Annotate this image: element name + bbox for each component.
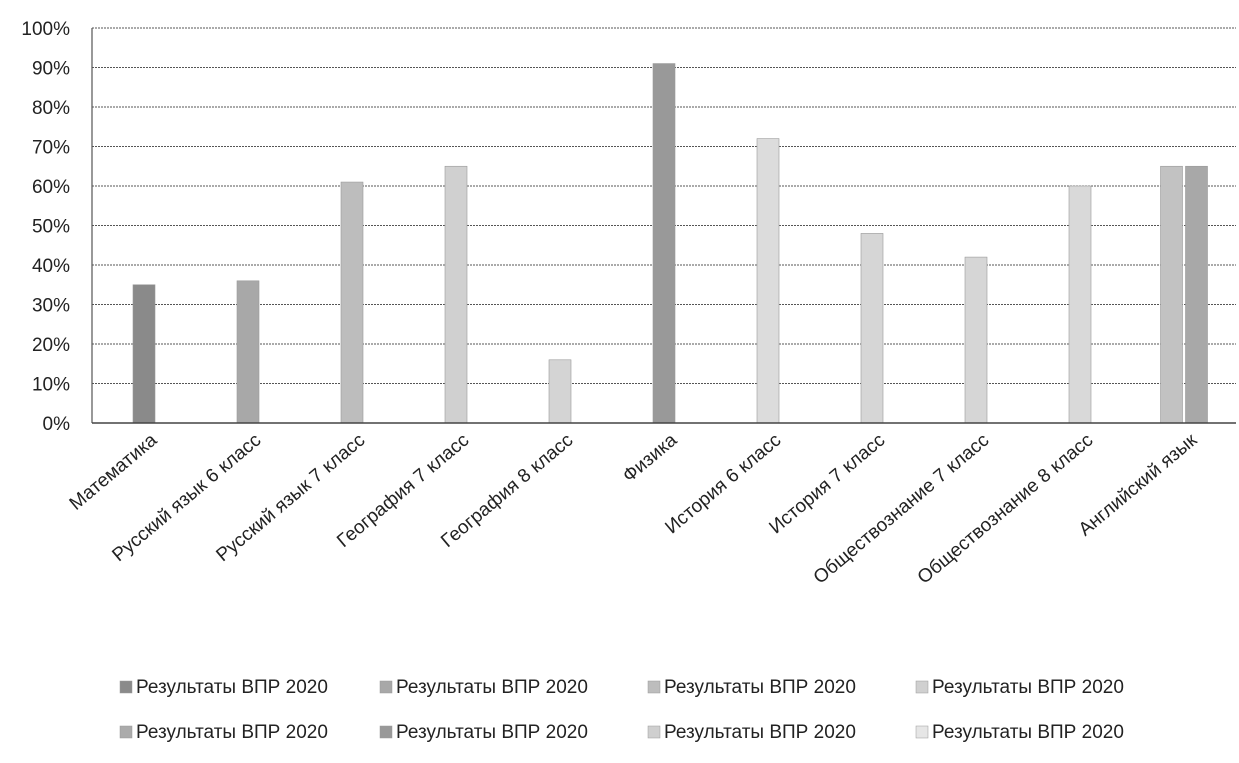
legend-label: Результаты ВПР 2020	[664, 677, 856, 698]
legend-swatch	[915, 725, 929, 739]
y-tick-label: 50%	[32, 217, 70, 238]
bar	[1185, 165, 1208, 424]
legend-label: Результаты ВПР 2020	[932, 677, 1124, 698]
bar	[1068, 185, 1092, 424]
legend-swatch	[119, 725, 133, 739]
bar	[1160, 165, 1183, 424]
y-tick-label: 80%	[32, 98, 70, 119]
y-tick-label: 30%	[32, 296, 70, 317]
y-tick-label: 90%	[32, 59, 70, 80]
legend-swatch	[915, 680, 929, 694]
legend-label: Результаты ВПР 2020	[396, 722, 588, 743]
legend-label: Результаты ВПР 2020	[136, 677, 328, 698]
y-tick-label: 10%	[32, 375, 70, 396]
legend-swatch	[119, 680, 133, 694]
bar	[652, 63, 676, 424]
bar	[964, 256, 988, 424]
legend-swatch	[647, 680, 661, 694]
x-category-label: Обществознание 7 класс	[810, 430, 993, 589]
bar	[444, 165, 468, 424]
x-category-label: Математика	[66, 429, 162, 514]
legend-label: Результаты ВПР 2020	[932, 722, 1124, 743]
y-tick-label: 0%	[43, 414, 71, 435]
bar	[756, 138, 780, 424]
y-tick-label: 70%	[32, 138, 70, 159]
legend-label: Результаты ВПР 2020	[396, 677, 588, 698]
y-tick-label: 100%	[21, 19, 70, 40]
x-category-label: Обществознание 8 класс	[914, 430, 1097, 589]
legend-label: Результаты ВПР 2020	[136, 722, 328, 743]
legend-swatch	[647, 725, 661, 739]
x-category-label: Физика	[619, 429, 682, 486]
bar	[236, 280, 260, 424]
legend-swatch	[379, 680, 393, 694]
bar	[860, 233, 884, 424]
bar	[132, 284, 156, 424]
y-tick-label: 20%	[32, 335, 70, 356]
y-tick-label: 60%	[32, 177, 70, 198]
bar	[548, 359, 572, 424]
y-tick-label: 40%	[32, 256, 70, 277]
legend-label: Результаты ВПР 2020	[664, 722, 856, 743]
bar	[340, 181, 364, 424]
legend-swatch	[379, 725, 393, 739]
